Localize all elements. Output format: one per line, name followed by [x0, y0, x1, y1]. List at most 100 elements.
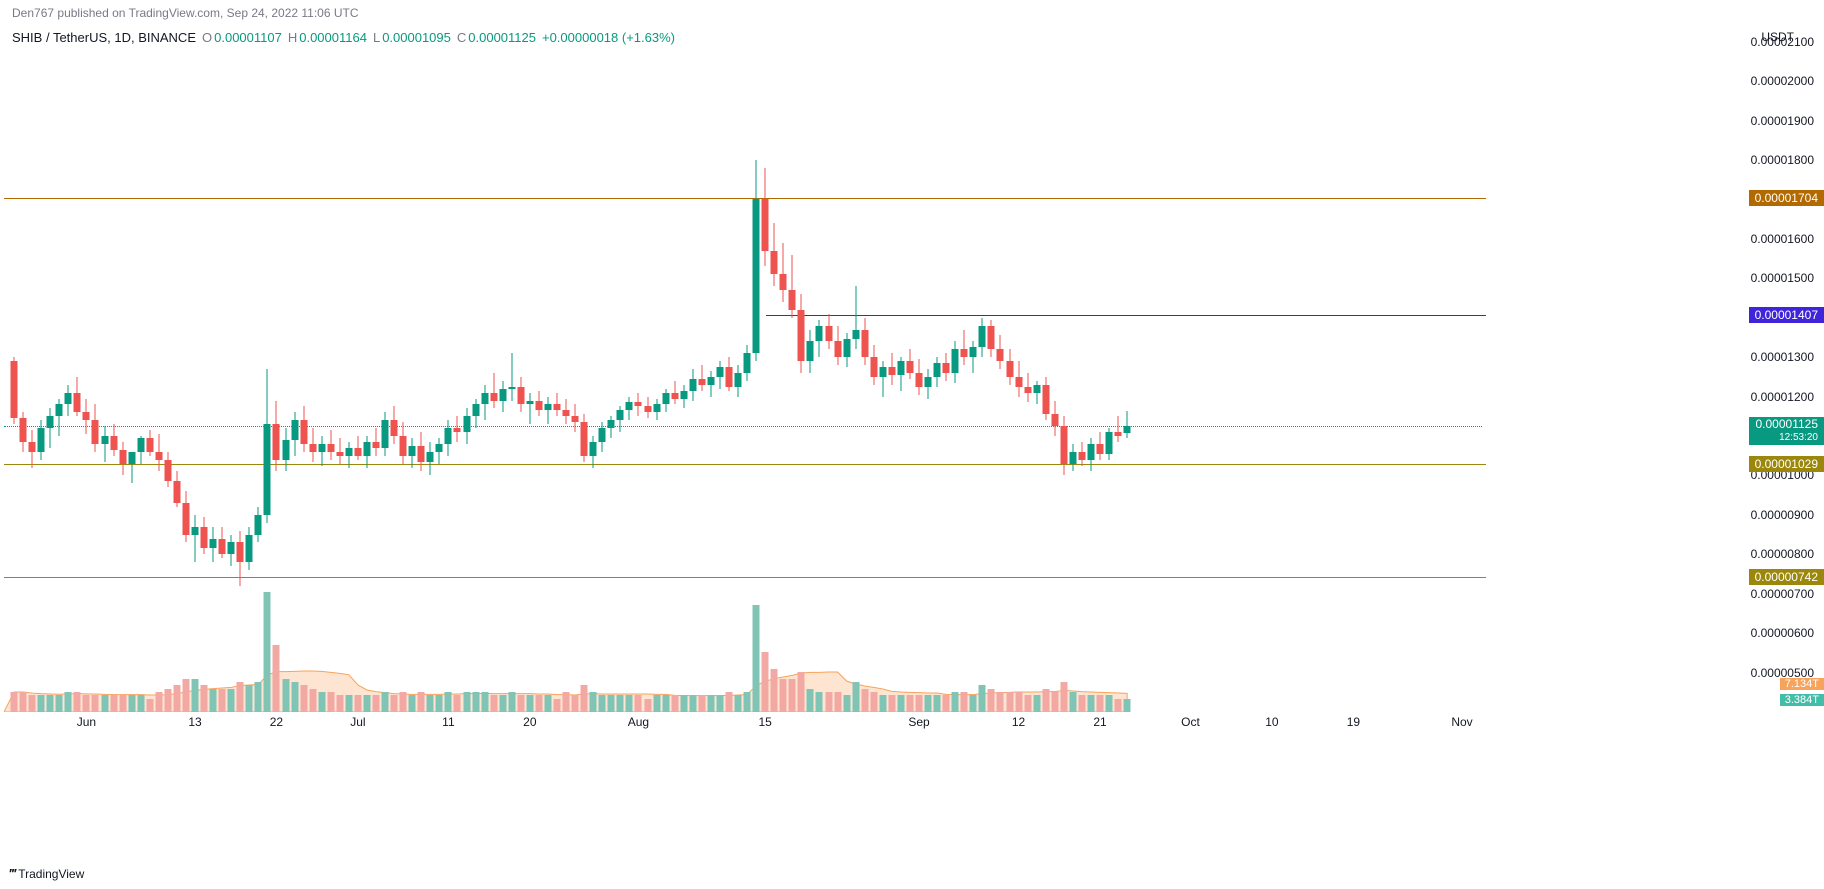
xaxis-tick: Jul [350, 715, 365, 729]
volume-bar [789, 679, 796, 712]
price-chart[interactable] [0, 22, 1484, 712]
volume-bar [517, 695, 524, 712]
volume-bar [816, 692, 823, 712]
volume-bar [182, 679, 189, 712]
volume-bar [1015, 692, 1022, 712]
yaxis-tick: 0.00002000 [1751, 74, 1814, 88]
volume-bar [309, 689, 316, 712]
xaxis-tick: 11 [442, 715, 454, 729]
volume-bar [780, 679, 787, 712]
volume-bar [454, 695, 461, 712]
volume-bar [508, 692, 515, 712]
yaxis-tick: 0.00000900 [1751, 508, 1814, 522]
volume-tag: 7.134T [1780, 678, 1824, 690]
volume-bar [336, 695, 343, 712]
volume-bar [716, 695, 723, 712]
volume-bar [526, 695, 533, 712]
volume-bar [680, 695, 687, 712]
xaxis-tick: 15 [758, 715, 771, 729]
xaxis-tick: 20 [523, 715, 536, 729]
volume-bar [906, 695, 913, 712]
volume-bar [137, 695, 144, 712]
volume-bar [725, 692, 732, 712]
volume-bar [300, 685, 307, 712]
volume-bar [798, 672, 805, 712]
volume-bar [916, 695, 923, 712]
publish-header: Den767 published on TradingView.com, Sep… [12, 6, 359, 20]
horizontal-line[interactable] [4, 198, 1486, 199]
volume-bar [201, 685, 208, 712]
xaxis-tick: 21 [1093, 715, 1106, 729]
xaxis-tick: 19 [1347, 715, 1360, 729]
volume-bar [499, 695, 506, 712]
volume-bar [92, 695, 99, 712]
tradingview-logo[interactable]: ‴ TradingView [10, 866, 84, 881]
volume-bar [961, 692, 968, 712]
volume-bar [1042, 689, 1049, 712]
volume-bar [1115, 699, 1122, 712]
volume-bar [1033, 695, 1040, 712]
horizontal-line[interactable] [766, 315, 1486, 316]
xaxis-tick: Aug [628, 715, 649, 729]
volume-bar [210, 689, 217, 712]
volume-bar [753, 605, 760, 712]
volume-bar [472, 692, 479, 712]
volume-bar [119, 695, 126, 712]
volume-bar [617, 695, 624, 712]
yaxis-tick: 0.00001300 [1751, 350, 1814, 364]
volume-bar [653, 695, 660, 712]
volume-bar [1124, 699, 1131, 712]
horizontal-line[interactable] [4, 464, 1486, 465]
volume-bar [1078, 695, 1085, 712]
volume-bar [762, 652, 769, 712]
volume-bar [934, 695, 941, 712]
volume-bar [834, 692, 841, 712]
volume-bar [237, 682, 244, 712]
volume-bar [879, 695, 886, 712]
volume-bar [979, 685, 986, 712]
horizontal-line[interactable] [4, 577, 1486, 578]
volume-bar [608, 695, 615, 712]
volume-bar [581, 685, 588, 712]
volume-bar [255, 682, 262, 712]
yaxis-tick: 0.00000600 [1751, 626, 1814, 640]
price-line-label: 0.00000742 [1749, 569, 1824, 585]
volume-bar [689, 695, 696, 712]
xaxis-tick: 22 [270, 715, 283, 729]
volume-bar [47, 695, 54, 712]
yaxis-tick: 0.00001800 [1751, 153, 1814, 167]
volume-bar [735, 695, 742, 712]
price-line-label: 0.00001029 [1749, 456, 1824, 472]
volume-bar [807, 689, 814, 712]
volume-bar [327, 692, 334, 712]
volume-bar [535, 695, 542, 712]
volume-bar [101, 695, 108, 712]
volume-bar [164, 689, 171, 712]
volume-bar [29, 695, 36, 712]
volume-bar [363, 695, 370, 712]
yaxis-tick: 0.00001500 [1751, 271, 1814, 285]
volume-bar [436, 695, 443, 712]
volume-bar [870, 692, 877, 712]
volume-bar [65, 692, 72, 712]
yaxis-tick: 0.00001900 [1751, 114, 1814, 128]
volume-bar [644, 699, 651, 712]
volume-bar [391, 695, 398, 712]
volume-bar [128, 695, 135, 712]
volume-bar [38, 695, 45, 712]
volume-bar [445, 692, 452, 712]
volume-bar [481, 692, 488, 712]
volume-bar [418, 692, 425, 712]
volume-bar [264, 592, 271, 712]
volume-bar [273, 645, 280, 712]
volume-bar [282, 679, 289, 712]
volume-bar [1087, 695, 1094, 712]
volume-bar [400, 692, 407, 712]
time-axis[interactable]: Jun1322Jul1120Aug15Sep1221Oct1019Nov [0, 715, 1484, 735]
volume-bar [825, 692, 832, 712]
volume-bar [861, 689, 868, 712]
volume-bar [852, 682, 859, 712]
volume-pane[interactable] [4, 592, 1480, 712]
volume-bar [463, 692, 470, 712]
yaxis-tick: 0.00000800 [1751, 547, 1814, 561]
